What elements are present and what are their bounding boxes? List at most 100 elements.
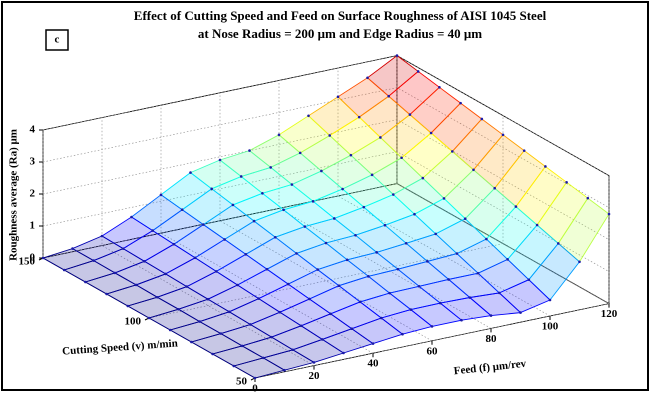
y-tick-label: 150 — [19, 256, 36, 268]
surface-point — [388, 291, 391, 295]
surface-point — [328, 134, 332, 137]
surface-point — [311, 200, 315, 203]
grid-line — [278, 80, 492, 329]
surface-point — [342, 351, 345, 355]
surface-point — [295, 252, 298, 255]
surface-point — [257, 297, 261, 300]
surface-point — [198, 320, 201, 323]
surface-point — [206, 297, 210, 301]
surface-point — [366, 76, 369, 80]
surface-point — [177, 307, 180, 311]
surface-point — [358, 300, 362, 304]
grid-line — [396, 55, 610, 304]
surface-point — [180, 208, 184, 211]
surface-point — [121, 247, 125, 250]
grid-line — [101, 117, 315, 366]
surface-point — [578, 260, 581, 264]
z-tick-label: 0 — [30, 252, 36, 264]
x-tick-label: 20 — [309, 370, 321, 382]
surface-point — [367, 275, 370, 278]
surface-point — [202, 223, 205, 226]
surface-point — [557, 242, 560, 245]
surface-point — [105, 292, 108, 296]
surface-point — [607, 212, 611, 216]
y-tick-label: 100 — [125, 316, 142, 328]
chart-title: Effect of Cutting Speed and Feed on Surf… — [134, 8, 547, 23]
surface-point — [291, 348, 295, 352]
surface-point — [565, 181, 568, 184]
surface-point — [349, 153, 353, 157]
surface-point — [489, 314, 493, 317]
surface-point — [219, 332, 223, 335]
surface-point — [151, 229, 154, 232]
surface-point — [71, 247, 74, 250]
surface-point — [586, 196, 590, 200]
surface-point — [269, 166, 273, 169]
surface-point — [451, 150, 454, 153]
surface-point — [345, 258, 349, 262]
surface-point — [439, 301, 442, 305]
surface-point — [308, 297, 311, 301]
surface-point — [434, 232, 438, 236]
surface-point — [299, 324, 303, 328]
surface-point — [421, 176, 425, 180]
grid-line — [219, 92, 433, 342]
surface-point — [333, 217, 336, 220]
surface-point — [506, 258, 509, 261]
surface-point — [190, 340, 193, 344]
surface-point — [417, 284, 421, 288]
surface-point — [476, 271, 480, 275]
surface-point — [375, 251, 379, 254]
grid-line — [254, 175, 610, 379]
surface-point — [248, 149, 251, 152]
surface-point — [485, 237, 488, 241]
surface-point — [501, 133, 505, 137]
surface-point — [307, 114, 310, 118]
surface-point — [514, 205, 518, 208]
surface-point — [438, 85, 441, 89]
surface-point — [380, 316, 383, 320]
grid-line — [42, 119, 610, 240]
surface-point — [447, 278, 450, 281]
surface-point — [168, 328, 172, 332]
surface-point — [274, 235, 277, 239]
surface-point — [468, 296, 472, 299]
surface-point — [460, 318, 463, 322]
surface-point — [100, 234, 104, 238]
surface-point — [249, 323, 252, 326]
surface-point — [413, 212, 416, 216]
z-tick-label: 1 — [30, 220, 36, 232]
surface-point — [286, 282, 290, 286]
surface-point — [401, 332, 404, 336]
surface-point — [341, 187, 344, 191]
chart-subtitle: at Nose Radius = 200 μm and Edge Radius … — [198, 26, 482, 41]
surface-point — [92, 259, 95, 262]
x-tick-label: 80 — [486, 333, 498, 345]
surface-point — [312, 361, 316, 364]
surface-point — [442, 197, 446, 200]
grid-line — [42, 151, 610, 272]
surface-point — [320, 169, 323, 173]
surface-point — [387, 94, 391, 98]
z-tick-label: 2 — [30, 188, 36, 200]
surface-point — [336, 95, 340, 99]
surface-point — [253, 376, 257, 380]
surface-point — [211, 352, 214, 356]
grid-line — [160, 105, 374, 354]
surface-point — [404, 241, 408, 245]
z-axis-label: Roughness average (Ra) μm — [8, 129, 20, 261]
surface-point — [480, 117, 484, 121]
surface-point — [316, 268, 320, 271]
surface-point — [159, 193, 163, 197]
surface-point — [282, 208, 285, 212]
x-tick-label: 100 — [542, 321, 559, 333]
surface-point — [459, 101, 462, 105]
grid-line — [337, 68, 551, 317]
surface-point — [172, 242, 176, 246]
surface-point — [362, 205, 366, 209]
surface-point — [143, 259, 146, 263]
y-tick-label: 50 — [236, 376, 248, 388]
x-tick-label: 40 — [368, 358, 380, 370]
